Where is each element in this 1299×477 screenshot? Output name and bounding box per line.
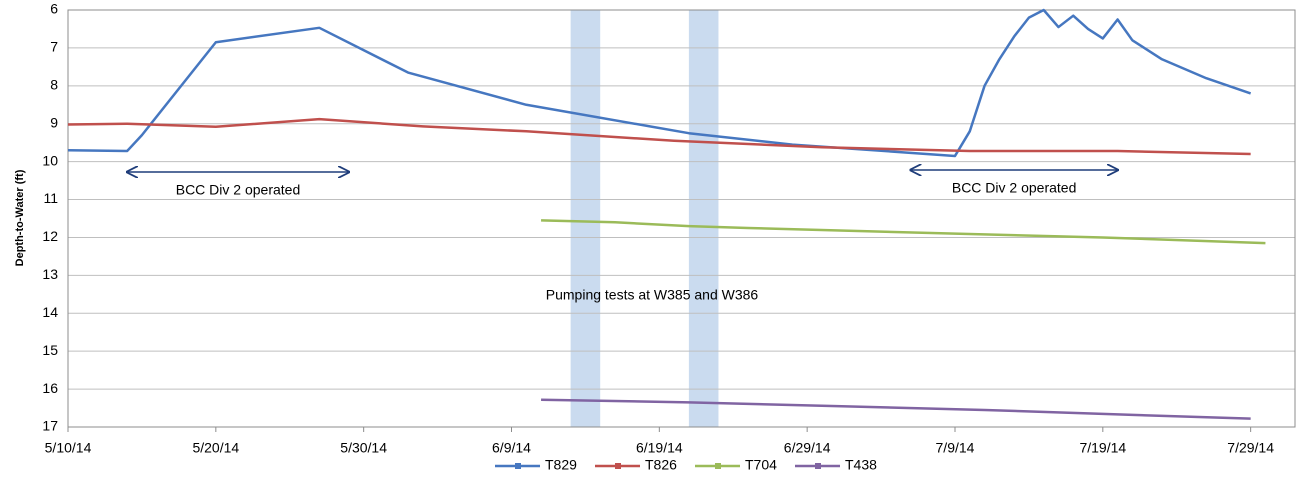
- shaded-band: [688, 10, 719, 427]
- series-line: [541, 219, 1266, 245]
- legend-label: T829: [545, 457, 577, 473]
- x-tick-label: 5/10/14: [45, 440, 92, 456]
- x-tick-label: 5/20/14: [192, 440, 239, 456]
- band-label: Pumping tests at W385 and W386: [546, 287, 759, 303]
- y-tick-label: 14: [42, 304, 58, 320]
- x-tick-label: 5/30/14: [340, 440, 387, 456]
- range-label: BCC Div 2 operated: [952, 180, 1077, 196]
- y-tick-label: 9: [50, 114, 58, 130]
- y-axis-label: Depth-to-Water (ft): [14, 169, 26, 266]
- shaded-band: [570, 10, 601, 427]
- y-tick-label: 6: [50, 1, 58, 17]
- series-line: [67, 117, 1251, 156]
- range-label: BCC Div 2 operated: [176, 182, 301, 198]
- x-tick-label: 7/9/14: [936, 440, 975, 456]
- series-line: [541, 398, 1251, 420]
- legend-label: T826: [645, 457, 677, 473]
- y-tick-label: 16: [42, 380, 58, 396]
- plot-frame: [67, 9, 1296, 428]
- y-tick-label: 15: [42, 342, 58, 358]
- y-tick-label: 8: [50, 77, 58, 93]
- y-tick-label: 13: [42, 266, 58, 282]
- y-tick-label: 12: [42, 228, 58, 244]
- legend-marker: [515, 463, 521, 469]
- y-tick-label: 11: [43, 190, 58, 206]
- legend-marker: [615, 463, 621, 469]
- legend-label: T704: [745, 457, 777, 473]
- series-line: [67, 8, 1252, 158]
- x-tick-label: 7/19/14: [1079, 440, 1126, 456]
- x-tick-label: 6/19/14: [636, 440, 683, 456]
- legend-marker: [815, 463, 821, 469]
- y-tick-label: 17: [42, 418, 58, 434]
- x-tick-label: 7/29/14: [1227, 440, 1274, 456]
- legend-label: T438: [845, 457, 877, 473]
- x-tick-label: 6/29/14: [784, 440, 831, 456]
- x-tick-label: 6/9/14: [492, 440, 531, 456]
- legend-marker: [715, 463, 721, 469]
- y-tick-label: 10: [42, 152, 58, 168]
- y-tick-label: 7: [50, 39, 58, 55]
